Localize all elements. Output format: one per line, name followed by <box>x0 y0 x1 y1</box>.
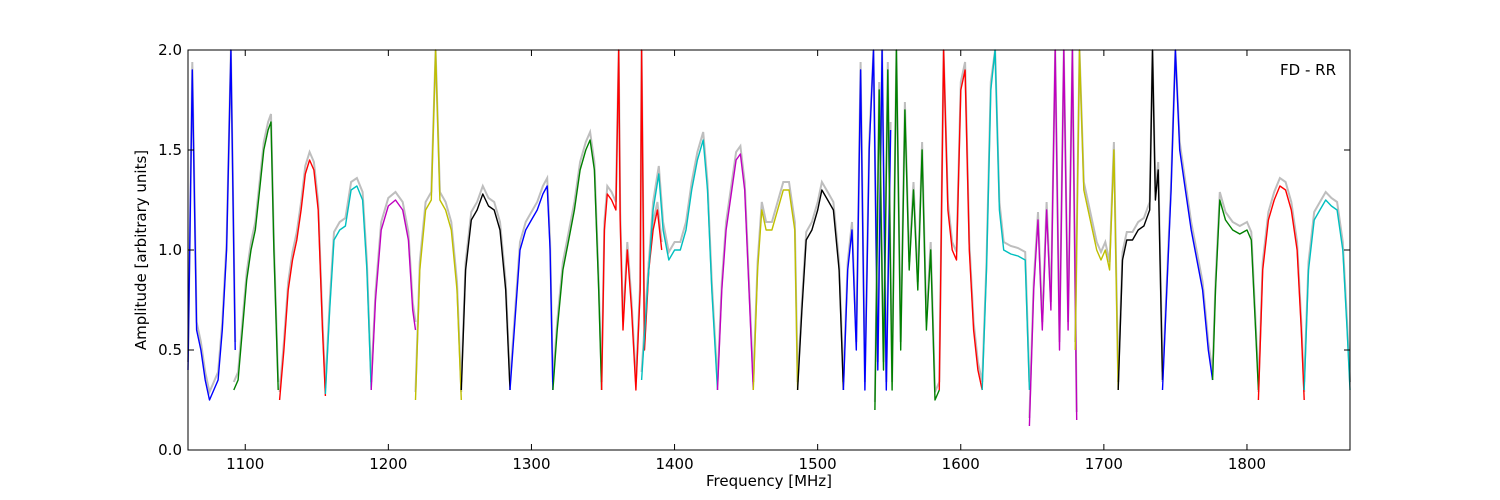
series-line-15 <box>874 49 940 411</box>
background-trace-17 <box>981 49 1031 383</box>
background-trace-7 <box>509 174 554 383</box>
chart-annotation: FD - RR <box>1280 61 1336 79</box>
series-line-4 <box>370 199 417 391</box>
y-axis-label: Amplitude [arbitrary units] <box>132 150 150 350</box>
x-tick-label: 1800 <box>1228 455 1266 473</box>
x-axis-label: Frequency [MHz] <box>706 472 832 490</box>
series-layer <box>187 49 1351 427</box>
x-tick-label: 1700 <box>1085 455 1123 473</box>
background-trace-layer <box>187 49 1351 419</box>
x-tick-label: 1100 <box>226 455 264 473</box>
y-tick-label: 0.5 <box>158 341 182 359</box>
background-trace-24 <box>1303 190 1351 383</box>
series-line-2 <box>278 159 327 401</box>
background-trace-5 <box>414 49 463 393</box>
series-line-20 <box>1117 49 1164 391</box>
series-line-8 <box>552 139 603 391</box>
background-trace-23 <box>1257 176 1306 393</box>
series-line-3 <box>324 185 372 395</box>
series-line-17 <box>981 49 1031 391</box>
background-trace-12 <box>752 181 799 383</box>
series-line-0 <box>187 49 236 401</box>
series-line-10 <box>640 139 719 391</box>
series-line-19 <box>1074 49 1119 391</box>
x-tick-label: 1400 <box>655 455 693 473</box>
series-line-14 <box>842 49 892 391</box>
background-trace-20 <box>1117 49 1164 383</box>
series-line-6 <box>460 193 511 391</box>
y-tick-label: 1.0 <box>158 241 182 259</box>
background-trace-13 <box>796 179 845 383</box>
series-line-21 <box>1161 49 1214 391</box>
tick-layer: 1100 1200 1300 1400 1500 1600 1700 1800 0.0 0.5 1.… <box>158 41 1350 473</box>
background-trace-2 <box>278 149 327 393</box>
series-line-24 <box>1303 199 1351 391</box>
x-tick-label: 1300 <box>512 455 550 473</box>
y-tick-label: 1.5 <box>158 141 182 159</box>
series-line-16 <box>938 49 983 391</box>
series-line-18 <box>1028 49 1078 427</box>
y-tick-label: 2.0 <box>158 41 182 59</box>
series-line-7 <box>509 185 554 391</box>
series-line-5 <box>414 49 462 401</box>
series-line-12 <box>752 189 799 391</box>
x-tick-label: 1200 <box>369 455 407 473</box>
plot-frame <box>187 49 1351 451</box>
background-trace-6 <box>460 183 511 383</box>
series-line-22 <box>1211 199 1260 391</box>
x-tick-label: 1600 <box>942 455 980 473</box>
series-line-23 <box>1257 185 1305 401</box>
series-line-13 <box>796 189 845 391</box>
x-tick-label: 1500 <box>799 455 837 473</box>
series-line-1 <box>233 121 279 391</box>
background-trace-4 <box>370 190 417 383</box>
y-tick-label: 0.0 <box>158 441 182 459</box>
series-line-11 <box>716 153 754 391</box>
